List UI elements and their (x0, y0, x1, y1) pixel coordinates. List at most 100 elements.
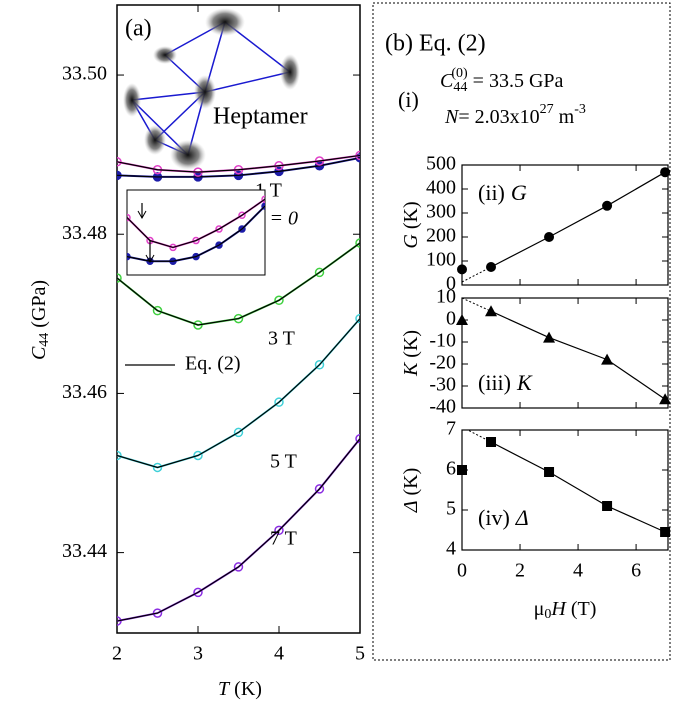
x-axis-label: T (K) (218, 678, 262, 700)
x-tick-label: 3 (193, 643, 203, 665)
subplot-symbol: G (511, 180, 527, 205)
y-tick-label: -10 (429, 330, 456, 352)
fit-line (117, 154, 360, 173)
item-label: (i) (398, 87, 419, 112)
data-point (355, 313, 360, 324)
data-point (659, 393, 672, 405)
data-point (314, 360, 325, 370)
data-point (274, 525, 284, 536)
fit-line (117, 318, 360, 469)
data-point (355, 238, 360, 248)
y-tick-label: -20 (429, 352, 456, 374)
x-tick-label: 4 (274, 643, 284, 665)
data-point (117, 157, 122, 167)
x-axis-unit: (K) (234, 678, 262, 700)
data-point (602, 501, 613, 511)
subplot-index: (iii) (478, 370, 511, 395)
inset-arrowhead (145, 254, 155, 264)
data-point (486, 437, 497, 447)
y-axis-label: C44 (GPa) (28, 280, 53, 360)
c44-symbol: C (440, 70, 454, 92)
n-unit: m (559, 106, 575, 128)
fit-line (117, 157, 360, 178)
y-axis-subscript: 44 (37, 333, 52, 347)
legend-label: Eq. (2) (185, 353, 241, 375)
subplot-label: (ii) G (478, 180, 527, 205)
y-axis-label: K (K) (400, 330, 422, 377)
data-point (486, 262, 497, 272)
data-point (152, 305, 163, 316)
y-axis-symbol: K (400, 361, 422, 377)
x-tick-label: 2 (112, 643, 122, 665)
plot-frame (461, 429, 669, 551)
data-point (238, 211, 246, 220)
data-point (193, 320, 203, 330)
y-tick-label: 200 (426, 225, 456, 247)
subplot-symbol: Δ (515, 505, 529, 530)
y-tick-label: 33.44 (62, 540, 107, 562)
y-tick-label: -40 (429, 396, 456, 418)
plot-area (117, 150, 360, 626)
data-point (456, 314, 468, 325)
data-point (193, 450, 203, 461)
data-point (117, 273, 122, 283)
data-point (485, 305, 498, 317)
data-point (127, 213, 131, 222)
n-unit-exp: -3 (574, 102, 586, 117)
data-point (314, 484, 325, 494)
xb-sub: 0 (544, 607, 551, 622)
data-point (117, 450, 122, 461)
data-point (544, 467, 555, 477)
y-axis-unit: (GPa) (28, 280, 50, 328)
data-point (602, 200, 613, 211)
y-axis-symbol: Δ (400, 501, 422, 514)
fit-line (117, 242, 360, 326)
data-point (117, 616, 122, 626)
x-axis-label-b: μ0H (T) (534, 598, 597, 623)
xb-unit: (T) (571, 598, 597, 620)
inset-arrowhead (137, 210, 147, 220)
y-tick-label: 5 (446, 498, 456, 520)
data-point (543, 331, 556, 343)
data-point (544, 232, 555, 242)
x-tick-label: 2 (515, 560, 525, 582)
x-tick-label: 4 (573, 560, 583, 582)
y-tick-label: 0 (446, 308, 456, 330)
y-axis-symbol: G (400, 234, 422, 249)
c44-value: = 33.5 GPa (473, 70, 564, 92)
data-point (193, 587, 203, 598)
panel-b-frame (372, 2, 671, 661)
y-tick-label: 7 (446, 418, 456, 440)
y-axis-unit: (K) (400, 201, 422, 229)
y-tick-label: 10 (436, 286, 456, 308)
data-point (274, 295, 284, 306)
heptamer-sketch (123, 8, 300, 170)
subplot-label: (iv) Δ (478, 505, 529, 530)
data-point (457, 465, 467, 475)
x-tick-label: 5 (355, 643, 365, 665)
n-value: = 2.03x10 (458, 106, 539, 128)
panel-label: (a) (125, 16, 152, 42)
n-exp: 27 (540, 102, 554, 117)
xb-mu: μ (534, 598, 545, 620)
series-label: 5 T (270, 451, 297, 473)
panel-b-title: (b) Eq. (2) (385, 31, 486, 57)
data-line (490, 441, 666, 533)
extrapolation (462, 298, 492, 312)
y-axis-symbol: C (28, 346, 50, 360)
c44-sup: (0) (451, 66, 468, 81)
data-point (215, 225, 223, 233)
data-line (117, 317, 360, 469)
subplot-label: (iii) K (478, 370, 533, 395)
y-axis-label: G (K) (400, 201, 422, 248)
y-tick-label: 33.50 (62, 63, 107, 85)
y-axis-unit: (K) (400, 468, 422, 496)
y-axis-unit: (K) (400, 330, 422, 358)
data-point (233, 313, 244, 324)
data-point (660, 527, 671, 537)
param-c44: C44(0) = 33.5 GPa (440, 66, 564, 95)
y-tick-label: 100 (426, 249, 456, 271)
subplot-symbol: K (516, 370, 533, 395)
annotation: Heptamer (213, 104, 308, 130)
